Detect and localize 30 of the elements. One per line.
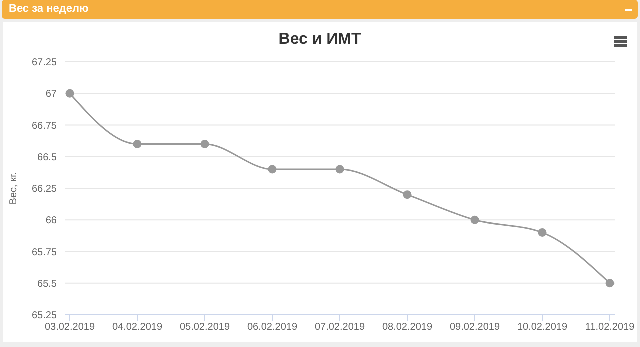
x-tick-label: 04.02.2019	[112, 322, 163, 334]
point	[538, 228, 547, 238]
y-tick-label: 66.5	[38, 152, 58, 164]
y-tick-label: 66	[46, 216, 58, 227]
y-tick-label: 67	[46, 89, 58, 100]
x-tick-label: 10.02.2019	[517, 322, 568, 334]
x-tick-label: 05.02.2019	[180, 322, 230, 334]
chart-subtitle: Вес за неделю	[2, 0, 638, 19]
y-axis-title: Вес, кг.	[8, 172, 20, 205]
y-tick-label: 65.25	[32, 310, 58, 322]
point	[336, 165, 344, 174]
point	[470, 216, 480, 224]
y-tick-label: 66.75	[32, 120, 58, 132]
point	[66, 89, 74, 98]
y-tick-label: 65.75	[32, 247, 58, 258]
y-tick-label: 67.25	[32, 58, 58, 69]
y-tick-label: 65.5	[38, 278, 58, 290]
point	[200, 140, 210, 148]
point	[268, 165, 277, 174]
x-tick-label: 11.02.2019	[585, 322, 636, 334]
x-tick-label: 08.02.2019	[382, 322, 433, 334]
x-tick-label: 06.02.2019	[247, 322, 298, 334]
x-tick-label: 09.02.2019	[450, 322, 500, 334]
x-tick-label: 03.02.2019	[44, 322, 96, 334]
x-tick-label: 07.02.2019	[314, 322, 366, 334]
chart-title: Вес и ИМТ	[278, 31, 362, 49]
point	[133, 140, 142, 148]
point	[606, 279, 614, 288]
y-tick-label: 66.25	[32, 184, 58, 196]
point	[403, 190, 412, 200]
